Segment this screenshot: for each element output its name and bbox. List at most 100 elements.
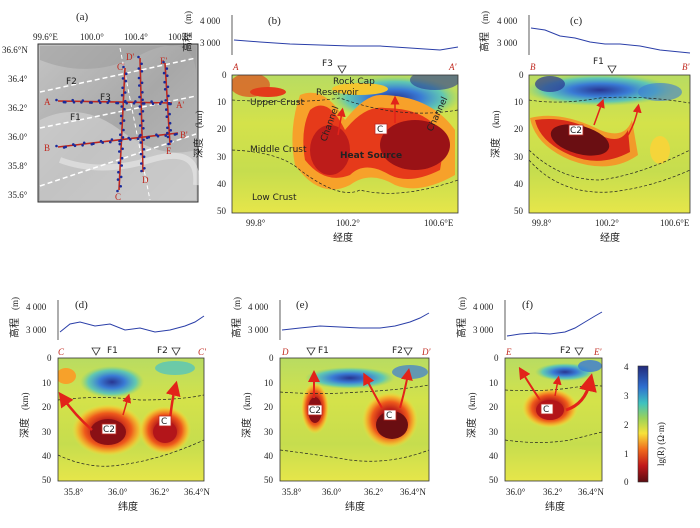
depth-axis-label: 深度	[18, 418, 31, 438]
x-tick: 100.6°E	[424, 218, 454, 228]
station-dot	[134, 100, 137, 103]
station-dot	[118, 142, 122, 146]
station-dot	[138, 84, 141, 87]
elev-tick: 4 000	[26, 302, 47, 312]
station-dot	[138, 95, 141, 99]
station-dot	[119, 175, 123, 179]
station-dot	[124, 79, 128, 83]
station-dot	[64, 145, 67, 149]
station-dot	[142, 155, 146, 159]
station-dot	[162, 60, 165, 64]
svg-text:50: 50	[264, 475, 274, 485]
profile-end-right: A'	[448, 62, 457, 72]
station-dot	[71, 98, 74, 102]
station-dot	[119, 139, 123, 142]
elev-axis-label: 高程	[181, 32, 194, 52]
station-dot	[166, 74, 169, 77]
station-dot	[119, 185, 122, 188]
colorbar: 4 3 2 1 0 lg(R) (Ω·m)	[624, 362, 666, 487]
station-dot	[167, 94, 170, 98]
station-dot	[166, 85, 170, 89]
station-dot	[55, 144, 58, 148]
conductor-label: C2	[309, 406, 321, 416]
x-tick: 36.2°	[150, 487, 170, 497]
station-dot	[138, 105, 142, 108]
panel-f: 4 000 3 000 高程 (m) (f) C E E' F2 0 10 20…	[455, 297, 604, 513]
conductor-label: C	[161, 417, 167, 427]
station-dot	[136, 137, 140, 141]
station-dot	[139, 152, 143, 156]
annotation-rock-cap: Rock Cap	[333, 77, 375, 87]
elev-axis-unit: (m)	[232, 297, 242, 310]
x-tick: 36.4°N	[184, 487, 210, 497]
station-dot	[140, 169, 143, 173]
station-dot	[109, 140, 112, 144]
station-dot	[142, 138, 145, 142]
svg-text:20: 20	[217, 124, 227, 134]
station-dot	[101, 141, 104, 144]
station-dot	[81, 99, 85, 102]
svg-text:30: 30	[264, 427, 274, 437]
colorbar-tick: 3	[624, 391, 629, 401]
elevation-line	[233, 39, 459, 51]
annotation-middle-crust: Middle Crust	[250, 145, 307, 155]
station-dot	[138, 112, 142, 116]
panel-c: 4 000 3 000 高程 (m) (c) C2 B B' F1 0 10	[478, 11, 690, 244]
depth-axis-label: 深度	[465, 418, 478, 438]
map-lon-tick: 100.0°	[80, 32, 104, 42]
station-dot	[165, 108, 168, 111]
fault-marker-label: F2	[157, 346, 168, 356]
station-dot	[151, 102, 155, 105]
station-dot	[160, 100, 163, 104]
station-dot	[123, 107, 126, 111]
station-dot	[143, 167, 146, 170]
station-dot	[122, 65, 125, 69]
depth-ticks-e: 0 10 20 30 40 50	[264, 353, 274, 485]
elev-axis-unit: (m)	[10, 297, 20, 310]
conductor-label: C2	[570, 126, 582, 136]
stations	[55, 55, 178, 193]
profile-end: C'	[117, 62, 125, 72]
station-dot	[150, 100, 153, 103]
x-tick: 99.8°	[532, 218, 552, 228]
station-dot	[163, 80, 166, 84]
station-dot	[168, 121, 172, 125]
depth-axis-unit: (km)	[20, 393, 30, 411]
map-lat-tick: 35.8°	[8, 161, 28, 171]
station-dot	[165, 67, 169, 70]
profile-end-left: E	[505, 347, 512, 357]
conductor-label: C	[386, 411, 392, 421]
svg-text:50: 50	[217, 206, 227, 216]
station-dot	[119, 114, 123, 118]
conductor-label: C	[543, 405, 549, 415]
station-dot	[142, 102, 146, 105]
fault-marker-label: F1	[593, 57, 604, 67]
panel-a-label: (a)	[76, 11, 89, 23]
depth-ticks-c: 0 10 20 30 40 50	[514, 70, 524, 216]
station-dot	[137, 55, 140, 59]
profile-end: C	[115, 192, 121, 202]
x-tick: 36.4°N	[400, 487, 426, 497]
profile-end-left: A	[232, 62, 239, 72]
map-lat-tick: 36.4°	[8, 74, 28, 84]
depth-axis-unit: (km)	[491, 111, 501, 129]
svg-text:10: 10	[514, 97, 524, 107]
profile-end-right: D'	[421, 347, 431, 357]
map-lat-tick: 35.6°	[8, 190, 28, 200]
panel-a-map: (a) 99.6°E 100.0° 100.4° 100.8° 36.6°N 3…	[2, 11, 200, 203]
svg-text:40: 40	[42, 451, 52, 461]
station-dot	[121, 77, 125, 80]
map-lon-tick: 99.6°E	[33, 32, 58, 42]
x-axis-label: 纬度	[345, 500, 365, 513]
panel-b-label: (b)	[268, 15, 281, 27]
station-dot	[116, 178, 120, 181]
fault-triangle	[306, 347, 316, 356]
map-lat-tick: 36.0°	[8, 132, 28, 142]
elev-axis-unit: (m)	[457, 297, 467, 310]
x-axis-label: 经度	[600, 231, 620, 244]
station-dot	[120, 164, 123, 167]
station-dot	[125, 101, 128, 105]
station-dot	[106, 101, 109, 105]
svg-text:0: 0	[519, 70, 524, 80]
